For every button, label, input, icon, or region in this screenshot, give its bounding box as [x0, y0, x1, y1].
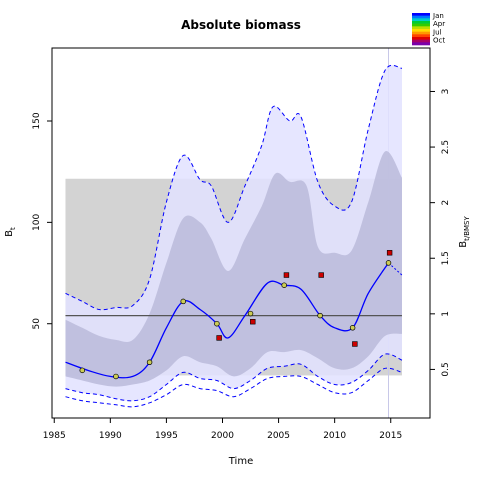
y-tick-label: 50 [32, 318, 42, 330]
y-axis-label-main: B [4, 230, 15, 237]
axes-layer: 1985 1990 1995 2000 2005 2010 2015 50 100 150 0.5 1… [32, 47, 451, 441]
legend-swatch [412, 29, 430, 32]
x-tick-label: 1985 [43, 431, 66, 441]
x-tick-label: 2005 [267, 431, 290, 441]
y2-tick-label: 3 [441, 89, 451, 95]
legend-swatch [412, 37, 430, 40]
y2-axis-label-main: B [458, 241, 469, 248]
data-point [79, 367, 86, 374]
index-point [318, 272, 324, 278]
x-tick-label: 1995 [155, 431, 178, 441]
legend-label: Apr [433, 20, 445, 28]
index-point [250, 318, 256, 325]
y-tick-label: 150 [32, 112, 42, 129]
y-axis-label: Bt [4, 227, 17, 237]
y-tick-label: 100 [32, 213, 42, 230]
lower-dashed-line [65, 367, 403, 408]
outer-upper-dashed-line [65, 64, 403, 311]
y2-tick-label: 1 [441, 311, 451, 317]
x-tick-label: 2000 [211, 431, 234, 441]
legend-swatch [412, 15, 430, 19]
inner-credible-band [65, 150, 402, 387]
biomass-median-line [65, 262, 390, 379]
plot-frame [51, 47, 431, 419]
chart-title: Absolute biomass [181, 18, 301, 32]
index-point [352, 341, 358, 347]
outer-lower-dashed-line [65, 353, 403, 402]
y2-tick-label: 2 [441, 200, 451, 206]
x-tick-label: 1990 [99, 431, 122, 441]
legend-label: Oct [433, 37, 445, 45]
legend-swatch [412, 18, 430, 22]
data-point [146, 359, 153, 365]
index-point [386, 250, 393, 256]
y2-tick-label: 0.5 [441, 362, 451, 376]
biomass-projection-line [388, 262, 403, 276]
legend-swatch [412, 31, 430, 35]
x-tick-label: 2010 [323, 431, 346, 441]
y-axis-label-group: Bt [4, 227, 17, 237]
points-layer [79, 250, 393, 380]
data-point [247, 310, 254, 317]
legend-label: Jul [432, 28, 442, 36]
data-point [214, 320, 220, 327]
legend-label: Jan [432, 12, 444, 20]
index-point [283, 272, 290, 278]
data-point [281, 282, 287, 288]
y2-tick-label: 1.5 [441, 251, 451, 265]
y2-axis-label-sub: t/BMSY [463, 216, 471, 241]
legend-swatch [412, 21, 430, 24]
y2-axis-label: Bt/BMSY [458, 216, 471, 248]
legend-swatch [412, 42, 430, 46]
legend-swatch [412, 26, 430, 30]
y2-tick-label: 2.5 [441, 140, 451, 154]
legend-swatch [412, 23, 430, 27]
data-point [349, 325, 356, 331]
data-point [385, 260, 392, 266]
legend-swatch [412, 34, 430, 38]
index-point [216, 335, 222, 341]
data-point [317, 312, 323, 319]
x-axis-label: Time [228, 456, 253, 467]
x-tick-label: 2015 [379, 431, 402, 441]
data-point [113, 373, 119, 380]
y2-axis-label-group: Bt/BMSY [458, 216, 471, 248]
legend-swatch [412, 39, 430, 43]
legend-swatch [412, 13, 430, 16]
y-axis-label-sub: t [9, 227, 17, 230]
series-lines-layer [65, 64, 403, 408]
data-point [180, 298, 186, 305]
